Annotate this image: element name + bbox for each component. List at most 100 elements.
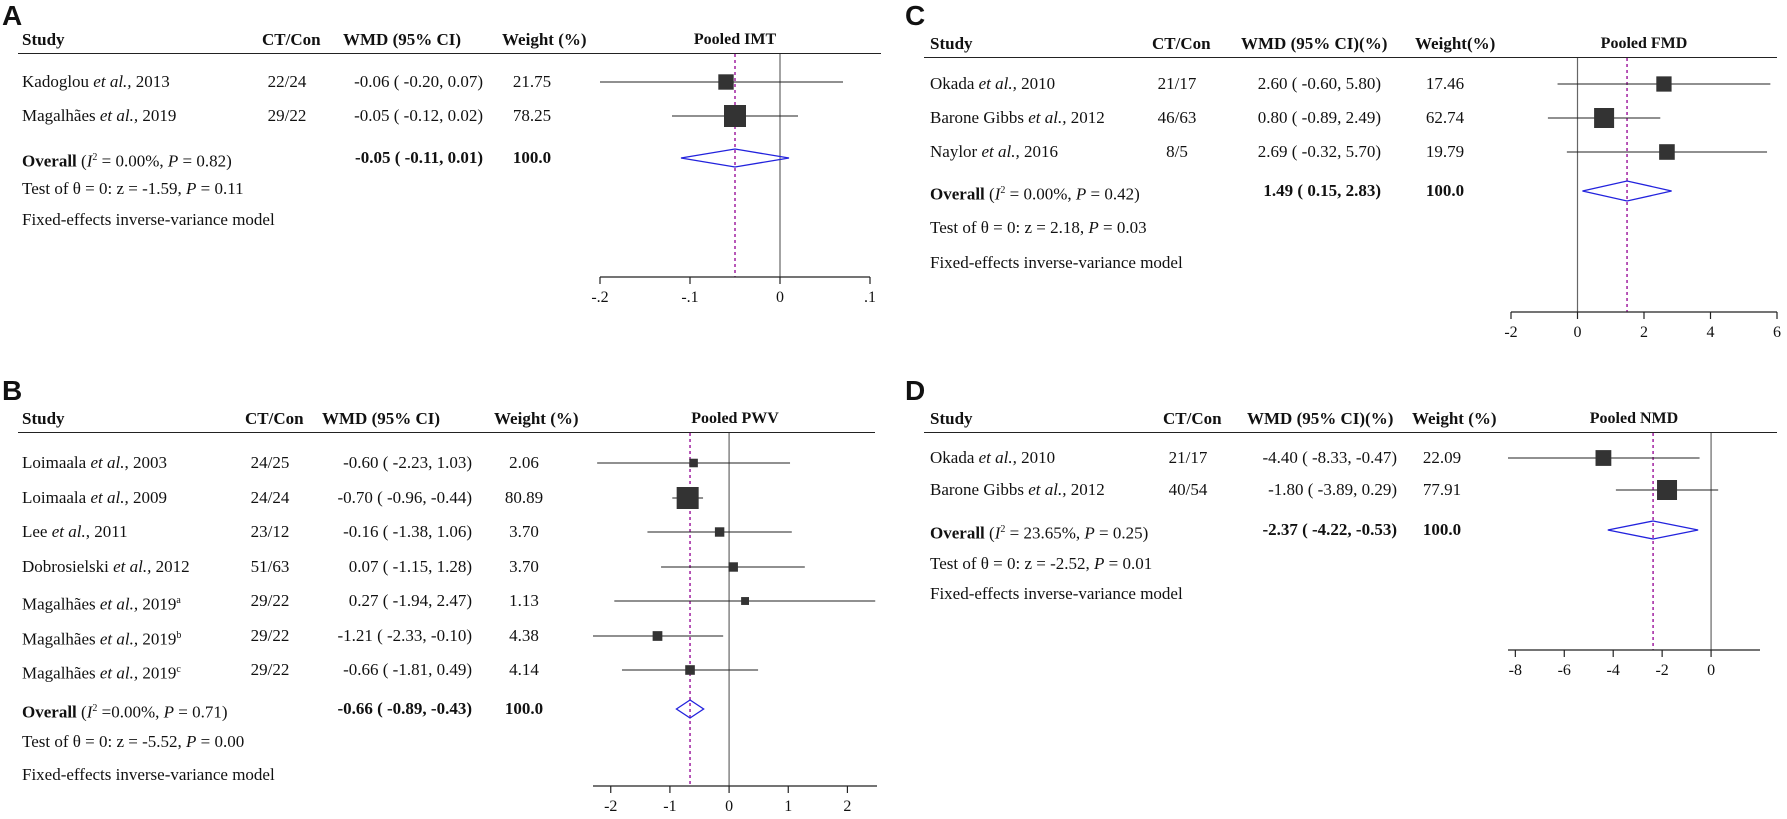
weight-square <box>718 74 734 90</box>
weight-square <box>1659 144 1675 160</box>
study-weight: 1.13 <box>509 591 539 610</box>
study-ct-con: 46/63 <box>1157 108 1197 127</box>
forest-plot: Pooled IMT -.2 -.1 0 .1 <box>591 31 876 306</box>
overall-weight: 100.0 <box>512 148 552 167</box>
weight-square <box>685 665 695 675</box>
header-rule <box>18 53 881 54</box>
study-label: Okada et al., 2010 <box>930 74 1056 93</box>
study-label: Barone Gibbs et al., 2012 <box>930 480 1105 499</box>
header-wmd: WMD (95% CI)(%) <box>1241 34 1388 53</box>
x-tick-label: 1 <box>784 798 792 815</box>
x-tick-label: 4 <box>1707 324 1715 341</box>
study-wmd: 2.69 ( -0.32, 5.70) <box>1257 142 1381 161</box>
header-study: Study <box>930 34 973 53</box>
study-weight: 62.74 <box>1425 108 1465 127</box>
model-label: Fixed-effects inverse-variance model <box>22 210 275 229</box>
x-tick-label: 0 <box>776 289 784 306</box>
study-wmd: -0.66 ( -1.81, 0.49) <box>343 660 472 679</box>
overall-diamond <box>680 148 790 168</box>
weight-square <box>676 487 699 509</box>
x-tick-label: .1 <box>864 289 876 306</box>
x-tick-label: -2 <box>1504 324 1517 341</box>
study-wmd: -0.05 ( -0.12, 0.02) <box>354 106 483 125</box>
study-ct-con: 29/22 <box>267 106 307 125</box>
study-ct-con: 21/17 <box>1157 74 1197 93</box>
study-label: Dobrosielski et al., 2012 <box>22 557 190 576</box>
weight-square <box>714 527 725 537</box>
header-wmd: WMD (95% CI) <box>322 409 441 428</box>
model-label: Fixed-effects inverse-variance model <box>930 253 1183 272</box>
weight-square <box>741 597 750 605</box>
study-weight: 80.89 <box>504 488 544 507</box>
header-ct-con: CT/Con <box>1152 34 1211 53</box>
study-weight: 2.06 <box>509 453 539 472</box>
study-label: Magalhães et al., 2019b <box>22 629 182 649</box>
study-weight: 21.75 <box>512 72 552 91</box>
test-statistic: Test of θ = 0: z = 2.18, P = 0.03 <box>930 218 1147 237</box>
x-tick-label: 0 <box>1707 662 1715 679</box>
study-weight: 22.09 <box>1422 448 1462 467</box>
study-ct-con: 29/22 <box>250 626 290 645</box>
forest-plot: Pooled NMD -8 -6 -4 -2 0 <box>1508 410 1760 679</box>
overall-wmd: -0.05 ( -0.11, 0.01) <box>355 148 483 167</box>
header-rule <box>924 57 1777 58</box>
study-label: Barone Gibbs et al., 2012 <box>930 108 1105 127</box>
test-statistic: Test of θ = 0: z = -2.52, P = 0.01 <box>930 554 1153 573</box>
x-tick-label: -2 <box>604 798 617 815</box>
overall-diamond <box>1582 180 1672 202</box>
weight-square <box>652 631 663 641</box>
study-wmd: 0.07 ( -1.15, 1.28) <box>348 557 472 576</box>
study-weight: 4.14 <box>509 660 539 679</box>
study-ct-con: 22/24 <box>267 72 307 91</box>
panel-letter: C <box>905 0 926 31</box>
x-tick-label: 2 <box>1640 324 1648 341</box>
study-wmd: -1.21 ( -2.33, -0.10) <box>337 626 472 645</box>
overall-weight: 100.0 <box>504 699 544 718</box>
weight-square <box>1656 76 1672 92</box>
x-tick-label: 6 <box>1773 324 1781 341</box>
study-weight: 77.91 <box>1422 480 1462 499</box>
header-ct-con: CT/Con <box>245 409 304 428</box>
x-tick-label: -.1 <box>681 289 698 306</box>
study-label: Magalhães et al., 2019c <box>22 663 181 683</box>
overall-weight: 100.0 <box>1422 520 1462 539</box>
header-weight: Weight(%) <box>1415 34 1496 53</box>
x-tick-label: -6 <box>1558 662 1571 679</box>
study-weight: 3.70 <box>509 522 539 541</box>
study-wmd: -0.70 ( -0.96, -0.44) <box>337 488 472 507</box>
header-ct-con: CT/Con <box>1163 409 1222 428</box>
x-tick-label: 2 <box>843 798 851 815</box>
overall-label: Overall (I2 = 0.00%, P = 0.42) <box>930 184 1140 204</box>
header-ct-con: CT/Con <box>262 30 321 49</box>
header-weight: Weight (%) <box>494 409 579 428</box>
weight-square <box>724 105 746 127</box>
test-statistic: Test of θ = 0: z = -5.52, P = 0.00 <box>22 732 245 751</box>
x-tick-label: -2 <box>1655 662 1668 679</box>
overall-weight: 100.0 <box>1425 181 1465 200</box>
overall-wmd: -2.37 ( -4.22, -0.53) <box>1262 520 1397 539</box>
x-tick-label: 0 <box>1574 324 1582 341</box>
study-wmd: -4.40 ( -8.33, -0.47) <box>1262 448 1397 467</box>
header-study: Study <box>930 409 973 428</box>
study-ct-con: 21/17 <box>1168 448 1208 467</box>
study-ct-con: 24/25 <box>250 453 290 472</box>
forest-plot: Pooled PWV -2 -1 0 1 2 <box>593 410 877 815</box>
overall-wmd: 1.49 ( 0.15, 2.83) <box>1263 181 1381 200</box>
model-label: Fixed-effects inverse-variance model <box>22 765 275 784</box>
header-rule <box>18 432 875 433</box>
plot-title: Pooled NMD <box>1590 410 1678 427</box>
panel-letter: B <box>2 375 23 406</box>
panel-letter: D <box>905 375 926 406</box>
weight-square <box>1657 480 1678 500</box>
study-label: Loimaala et al., 2009 <box>22 488 167 507</box>
study-label: Loimaala et al., 2003 <box>22 453 167 472</box>
x-tick-label: -4 <box>1607 662 1620 679</box>
study-wmd: -0.16 ( -1.38, 1.06) <box>343 522 472 541</box>
study-wmd: -0.60 ( -2.23, 1.03) <box>343 453 472 472</box>
model-label: Fixed-effects inverse-variance model <box>930 584 1183 603</box>
study-weight: 78.25 <box>512 106 552 125</box>
study-ct-con: 23/12 <box>250 522 290 541</box>
overall-wmd: -0.66 ( -0.89, -0.43) <box>337 699 472 718</box>
panel-letter: A <box>2 0 23 31</box>
study-label: Magalhães et al., 2019a <box>22 594 181 614</box>
